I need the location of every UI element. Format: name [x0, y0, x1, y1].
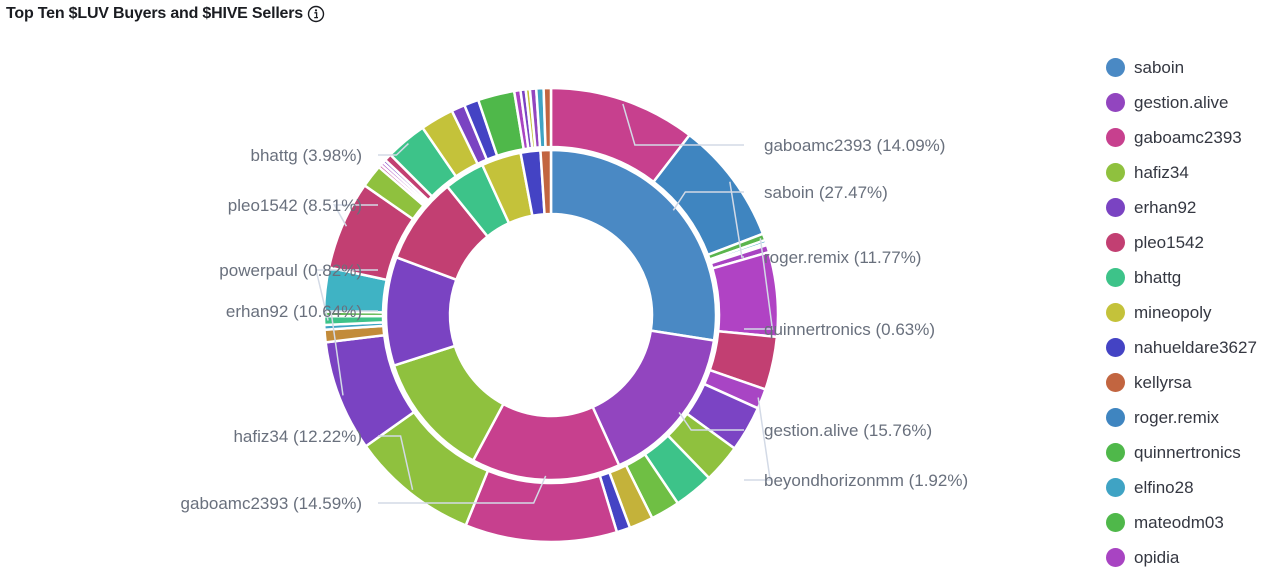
info-icon[interactable] [307, 5, 325, 23]
legend-swatch [1106, 198, 1125, 217]
legend-swatch [1106, 513, 1125, 532]
leader-line [378, 435, 414, 490]
donut-chart: gaboamc2393 (14.09%) saboin (27.47%) roger… [181, 86, 969, 544]
slice-label: saboin (27.47%) [764, 183, 888, 202]
legend-label: opidia [1134, 547, 1180, 567]
legend-label: mineopoly [1134, 302, 1212, 322]
leader-line [744, 397, 772, 481]
legend-label: gestion.alive [1134, 92, 1229, 112]
leader-lines [315, 103, 774, 504]
legend-item[interactable]: mineopoly [1106, 295, 1276, 330]
legend-label: mateodm03 [1134, 512, 1224, 532]
legend-item[interactable]: saboin [1106, 50, 1276, 85]
legend-item[interactable]: nahueldare3627 [1106, 330, 1276, 365]
legend-label: quinnertronics [1134, 442, 1241, 462]
legend-label: nahueldare3627 [1134, 337, 1257, 357]
leader-line [378, 142, 409, 156]
legend-label: erhan92 [1134, 197, 1197, 217]
leader-line [672, 191, 744, 211]
legend-item[interactable]: hafiz34 [1106, 155, 1276, 190]
legend-item[interactable]: roger.remix [1106, 400, 1276, 435]
legend-item[interactable]: gestion.alive [1106, 85, 1276, 120]
legend-swatch [1106, 548, 1125, 567]
leader-line [315, 269, 378, 321]
slice-label: hafiz34 (12.22%) [233, 427, 362, 446]
inner-slice-saboin[interactable] [549, 148, 718, 342]
slice-label: beyondhorizonmm (1.92%) [764, 471, 968, 490]
legend-swatch [1106, 93, 1125, 112]
slice-label: bhattg (3.98%) [250, 146, 362, 165]
legend-item[interactable]: gaboamc2393 [1106, 120, 1276, 155]
legend-item[interactable]: quinnertronics [1106, 435, 1276, 470]
legend-item[interactable]: erhan92 [1106, 190, 1276, 225]
legend-swatch [1106, 233, 1125, 252]
leader-line [622, 103, 744, 146]
legend-item[interactable]: opidia [1106, 540, 1276, 575]
legend-label: gaboamc2393 [1134, 127, 1242, 147]
legend-swatch [1106, 338, 1125, 357]
legend-swatch [1106, 163, 1125, 182]
legend-item[interactable]: pleo1542 [1106, 225, 1276, 260]
outer-ring [322, 86, 780, 544]
leader-line [333, 204, 378, 227]
legend-label: bhattg [1134, 267, 1182, 287]
slice-label: gaboamc2393 (14.09%) [764, 136, 945, 155]
chart-title: Top Ten $LUV Buyers and $HIVE Sellers [6, 5, 303, 22]
leader-line [729, 181, 744, 258]
legend-swatch [1106, 373, 1125, 392]
inner-ring [384, 148, 718, 482]
legend-swatch [1106, 268, 1125, 287]
legend-swatch [1106, 478, 1125, 497]
outer-slice-kellyrsa[interactable] [542, 86, 553, 149]
slice-labels: gaboamc2393 (14.09%) saboin (27.47%) roger… [181, 136, 969, 513]
legend-item[interactable]: bhattg [1106, 260, 1276, 295]
leader-line [378, 475, 547, 504]
legend-swatch [1106, 408, 1125, 427]
slice-label: erhan92 (10.64%) [226, 302, 362, 321]
leader-line [744, 238, 774, 330]
leader-line [678, 412, 744, 431]
title-bar: Top Ten $LUV Buyers and $HIVE Sellers [6, 5, 325, 23]
legend-swatch [1106, 58, 1125, 77]
leader-line [330, 310, 378, 396]
legend-label: saboin [1134, 57, 1185, 77]
slice-label: roger.remix (11.77%) [764, 248, 921, 267]
legend-label: pleo1542 [1134, 232, 1204, 252]
legend-label: hafiz34 [1134, 162, 1189, 182]
legend-item[interactable]: mateodm03 [1106, 505, 1276, 540]
slice-label: gestion.alive (15.76%) [764, 421, 932, 440]
legend-item[interactable]: kellyrsa [1106, 365, 1276, 400]
legend-item[interactable]: elfino28 [1106, 470, 1276, 505]
slice-label: quinnertronics (0.63%) [764, 320, 935, 339]
legend-swatch [1106, 303, 1125, 322]
legend-swatch [1106, 443, 1125, 462]
slice-label: gaboamc2393 (14.59%) [181, 494, 362, 513]
legend: saboin gestion.alive gaboamc2393 hafiz34 erh… [1106, 50, 1276, 575]
legend-label: roger.remix [1134, 407, 1220, 427]
legend-swatch [1106, 128, 1125, 147]
inner-slice-kellyrsa[interactable] [539, 148, 553, 216]
outer-slice-gaboamc2393[interactable] [464, 469, 619, 544]
slice-label: powerpaul (0.82%) [219, 261, 362, 280]
legend-label: kellyrsa [1134, 372, 1192, 392]
legend-label: elfino28 [1134, 477, 1194, 497]
slice-label: pleo1542 (8.51%) [228, 196, 362, 215]
